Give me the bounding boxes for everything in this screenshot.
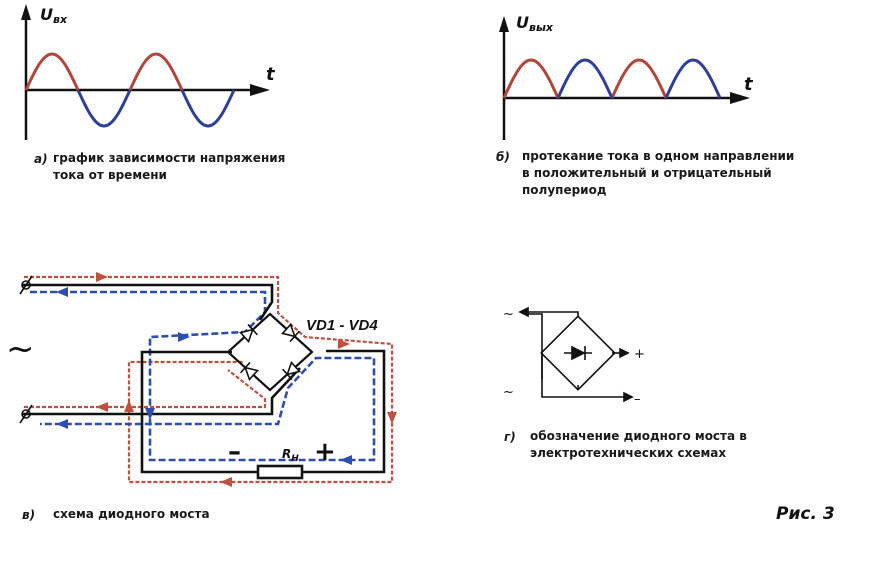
graph-a: Uвх t [21, 4, 276, 140]
caption-v: схема диодного моста [53, 507, 210, 521]
graph-b-rectified-positive [502, 58, 668, 99]
caption-b-line3: полупериод [522, 183, 607, 197]
bridge-symbol-minus: – [634, 392, 641, 407]
figure-label: Рис. 3 [776, 504, 835, 524]
caption-b-line2: в положительный и отрицательный [522, 166, 772, 180]
graph-a-sine-positive [24, 52, 184, 91]
caption-g-letter: г) [504, 430, 516, 444]
bridge-symbol-square [540, 315, 616, 391]
graph-b-rectified-negative [556, 58, 722, 99]
graph-b: Uвых t [499, 13, 754, 140]
graph-a-y-label: Uвх [40, 5, 68, 26]
graph-b-x-label: t [744, 74, 754, 95]
bridge-component-label: VD1 - VD4 [306, 317, 378, 334]
caption-g-line2: электротехнических схемах [530, 446, 727, 460]
diode-vd1 [239, 323, 258, 344]
caption-a-line2: тока от времени [53, 168, 167, 182]
diode-vd2 [281, 322, 300, 343]
graph-b-x-arrow [730, 92, 750, 104]
graph-b-y-arrow [499, 16, 509, 32]
bridge-symbol-ac-top: ~ [503, 307, 514, 322]
current-path-red [24, 275, 394, 484]
graph-a-sine-negative [76, 89, 236, 128]
graph-a-x-arrow [250, 84, 270, 96]
bridge-symbol-diode [564, 345, 592, 361]
caption-a-line1: график зависимости напряжения [53, 151, 286, 165]
load-resistor-label: RН [282, 447, 299, 464]
caption-v-letter: в) [22, 508, 36, 522]
bridge-symbol-ac-bottom: ~ [503, 385, 514, 400]
graph-a-y-arrow [21, 4, 31, 20]
graph-b-y-label: Uвых [516, 13, 554, 34]
current-arrows [56, 272, 397, 487]
bridge-symbol: ~ ~ + – [503, 306, 645, 407]
caption-b-letter: б) [496, 150, 510, 164]
ac-source-symbol: ~ [6, 329, 35, 369]
load-resistor [256, 464, 304, 480]
caption-b-line1: протекание тока в одном направлении [522, 149, 795, 163]
diode-bridge [226, 312, 314, 392]
terminal-bottom [19, 404, 33, 424]
bridge-circuit: ~ VD1 - VD4 – + RН [6, 272, 397, 487]
load-minus-sign: – [228, 437, 241, 467]
load-plus-sign: + [314, 437, 336, 467]
caption-a-letter: а) [34, 152, 48, 166]
diode-vd4 [282, 360, 301, 381]
diode-vd3 [240, 361, 259, 382]
caption-b: протекание тока в одном направлении в по… [522, 148, 794, 199]
circuit-wires [22, 283, 386, 480]
caption-g-line1: обозначение диодного моста в [530, 429, 747, 443]
caption-a: график зависимости напряжения тока от вр… [53, 150, 285, 184]
terminal-top [19, 275, 33, 295]
bridge-symbol-plus: + [634, 347, 645, 362]
graph-a-x-label: t [266, 64, 276, 85]
caption-g: обозначение диодного моста в электротехн… [530, 428, 747, 462]
current-path-blue [30, 290, 376, 462]
